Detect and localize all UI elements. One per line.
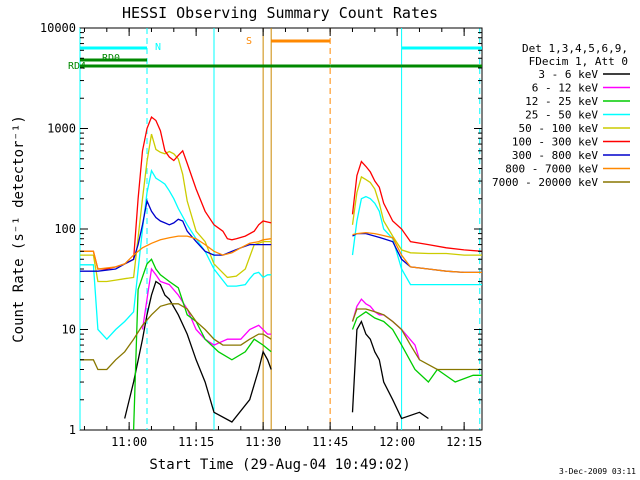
legend-label: 12 - 25 keV (525, 95, 598, 108)
y-tick-label: 10000 (40, 21, 76, 35)
legend-label: 3 - 6 keV (538, 68, 598, 81)
state-label-n: N (155, 42, 161, 53)
legend-header: FDecim 1, Att 0 (529, 55, 628, 68)
attenuator-bars: N RD0 RD4 S (68, 36, 482, 72)
marker-lines (79, 28, 481, 430)
series-line-1 (351, 298, 421, 360)
y-tick-label: 10 (62, 323, 76, 337)
legend-label: 50 - 100 keV (519, 122, 599, 135)
state-label-s: S (246, 36, 252, 47)
x-tick-label: 12:00 (379, 435, 415, 449)
y-tick-label: 100 (54, 222, 76, 236)
series-line-0 (351, 319, 429, 420)
series-line-2 (351, 311, 482, 383)
series-line-5 (80, 115, 272, 270)
footer-date: 3-Dec-2009 03:11 (559, 467, 636, 476)
series-line-8 (80, 303, 272, 371)
plot-frame (79, 27, 483, 431)
legend-label: 6 - 12 keV (532, 82, 599, 95)
legend-label: 7000 - 20000 keV (492, 176, 598, 189)
x-axis-label: Start Time (29-Aug-04 10:49:02) (149, 457, 410, 473)
y-axis-label: Count Rate (s⁻¹ detector⁻¹) (11, 115, 27, 343)
legend-label: 100 - 300 keV (512, 136, 598, 149)
series-line-1 (141, 267, 272, 346)
series-line-7 (352, 231, 482, 274)
axes: 1 10 100 1000 10000 11:00 11:15 11:30 11:45 12:00… (40, 21, 482, 449)
y-tick-label: 1 (69, 423, 76, 437)
series-line-7 (80, 235, 272, 270)
x-tick-label: 11:15 (178, 435, 214, 449)
series-line-3 (351, 195, 482, 286)
legend-label: 300 - 800 keV (512, 149, 598, 162)
series-line-6 (80, 198, 272, 272)
legend-label: 800 - 7000 keV (505, 163, 598, 176)
series-line-4 (80, 133, 272, 283)
series-lines (80, 115, 483, 431)
chart-title: HESSI Observing Summary Count Rates (122, 4, 438, 22)
series-line-2 (132, 258, 272, 431)
legend-label: 25 - 50 keV (525, 109, 598, 122)
series-line-5 (351, 160, 483, 252)
legend: Det 1,3,4,5,6,9,FDecim 1, Att 03 - 6 keV… (492, 42, 630, 189)
series-line-4 (351, 175, 482, 256)
legend-header: Det 1,3,4,5,6,9, (522, 42, 628, 55)
state-label-rd0: RD0 (102, 53, 120, 64)
x-tick-label: 11:45 (312, 435, 348, 449)
series-line-3 (80, 168, 272, 341)
x-tick-label: 11:30 (245, 435, 281, 449)
x-tick-label: 12:15 (446, 435, 482, 449)
series-line-0 (124, 280, 272, 423)
series-line-8 (351, 308, 482, 371)
state-label-rd4: RD4 (68, 61, 86, 72)
x-tick-label: 11:00 (111, 435, 147, 449)
y-tick-label: 1000 (47, 122, 76, 136)
